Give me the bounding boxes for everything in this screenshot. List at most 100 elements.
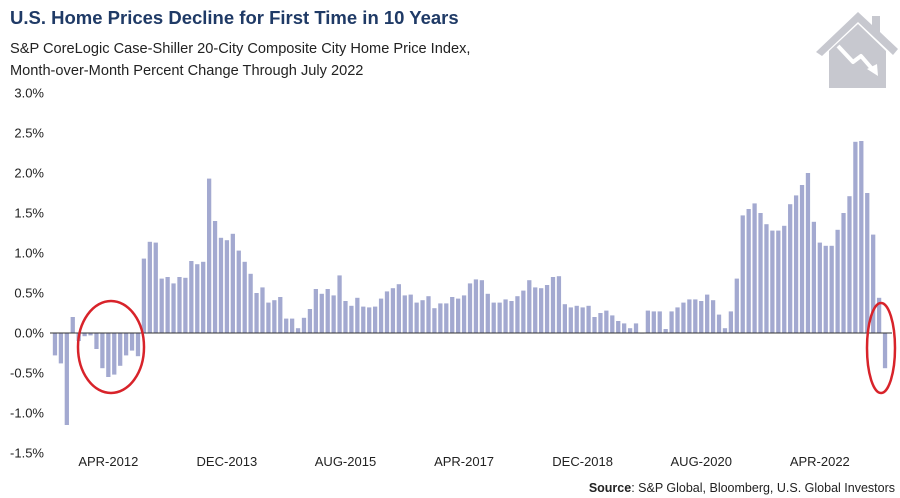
bar [710,300,716,333]
x-tick-label: AUG-2015 [315,454,376,469]
bar [568,307,573,333]
bar [384,291,390,333]
bar [705,294,710,333]
bar [414,302,419,333]
bar [123,333,129,356]
bar [770,230,775,333]
bar [444,303,449,333]
source-text: : S&P Global, Bloomberg, U.S. Global Inv… [631,481,895,495]
bar [201,261,206,333]
bar [562,304,567,333]
bar [876,297,882,333]
bar [539,288,544,333]
bar [118,333,123,366]
chart-title: U.S. Home Prices Decline for First Time … [10,7,459,28]
highlight-circle-2022 [865,301,897,395]
y-tick-label: 3.0% [14,86,44,101]
bar [467,283,473,333]
bar [865,193,870,333]
bar [432,308,437,333]
bar [871,234,876,333]
bar [622,323,627,333]
bar [266,302,271,333]
bar [242,261,247,333]
bar [165,277,170,333]
bar [746,209,751,333]
bar [556,276,562,333]
bar [147,241,152,333]
bar [782,225,787,333]
bar [325,289,330,333]
bar [224,240,230,333]
bar [693,299,698,333]
bar [633,323,639,333]
y-tick-label: 1.5% [14,206,44,221]
bar [236,250,241,333]
bar [829,245,834,333]
bar [627,328,633,333]
bar [100,333,105,369]
x-axis: APR-2012 DEC-2013 AUG-2015 APR-2017 DEC-2018… [78,454,849,469]
bar [295,328,301,333]
source-label: Source [589,481,631,495]
bar [129,333,135,351]
bar [657,311,662,333]
bar [515,296,520,333]
bar [604,310,609,333]
bar [574,305,579,333]
bar [544,285,550,333]
bar [112,333,117,375]
house-price-decline-icon [816,12,898,88]
bar [206,178,212,333]
bar [799,185,805,333]
y-tick-label: 2.5% [14,126,44,141]
bar [52,333,58,356]
bar [183,277,188,333]
bar [248,273,253,333]
bar [734,278,739,333]
bar [88,333,93,336]
bar [859,141,864,333]
bar [853,141,858,333]
bar [301,317,307,333]
bar [456,298,461,333]
bar [764,224,769,333]
bar [212,221,218,333]
bar [230,233,235,333]
bar [331,295,336,333]
y-tick-label: 0.5% [14,286,44,301]
x-tick-label: APR-2012 [78,454,138,469]
y-tick-label: 0.0% [14,326,44,341]
bar [835,229,840,333]
chart-subtitle-line-2: Month-over-Month Percent Change Through … [10,63,363,79]
y-tick-label: -1.5% [10,446,44,461]
source-note: Source: S&P Global, Bloomberg, U.S. Glob… [589,481,895,495]
bar [663,329,668,333]
bar [485,293,490,333]
bar [616,321,621,333]
bar [343,301,348,333]
bar [355,297,360,333]
bar [177,277,182,333]
bar [645,310,651,333]
bar [882,333,888,369]
bar [461,295,467,333]
bar [70,317,75,333]
bar [651,311,656,333]
bar [580,307,585,333]
y-tick-label: -1.0% [10,406,44,421]
bar [473,279,479,333]
bar [349,305,354,333]
bar [426,296,431,333]
bar-series [52,141,888,425]
bar [272,300,277,333]
bar [82,333,87,337]
bar [758,213,763,333]
bar [367,307,372,333]
bar [420,300,425,333]
bar [254,293,259,333]
bar [722,328,728,333]
bar [805,173,811,333]
bar [159,278,164,333]
